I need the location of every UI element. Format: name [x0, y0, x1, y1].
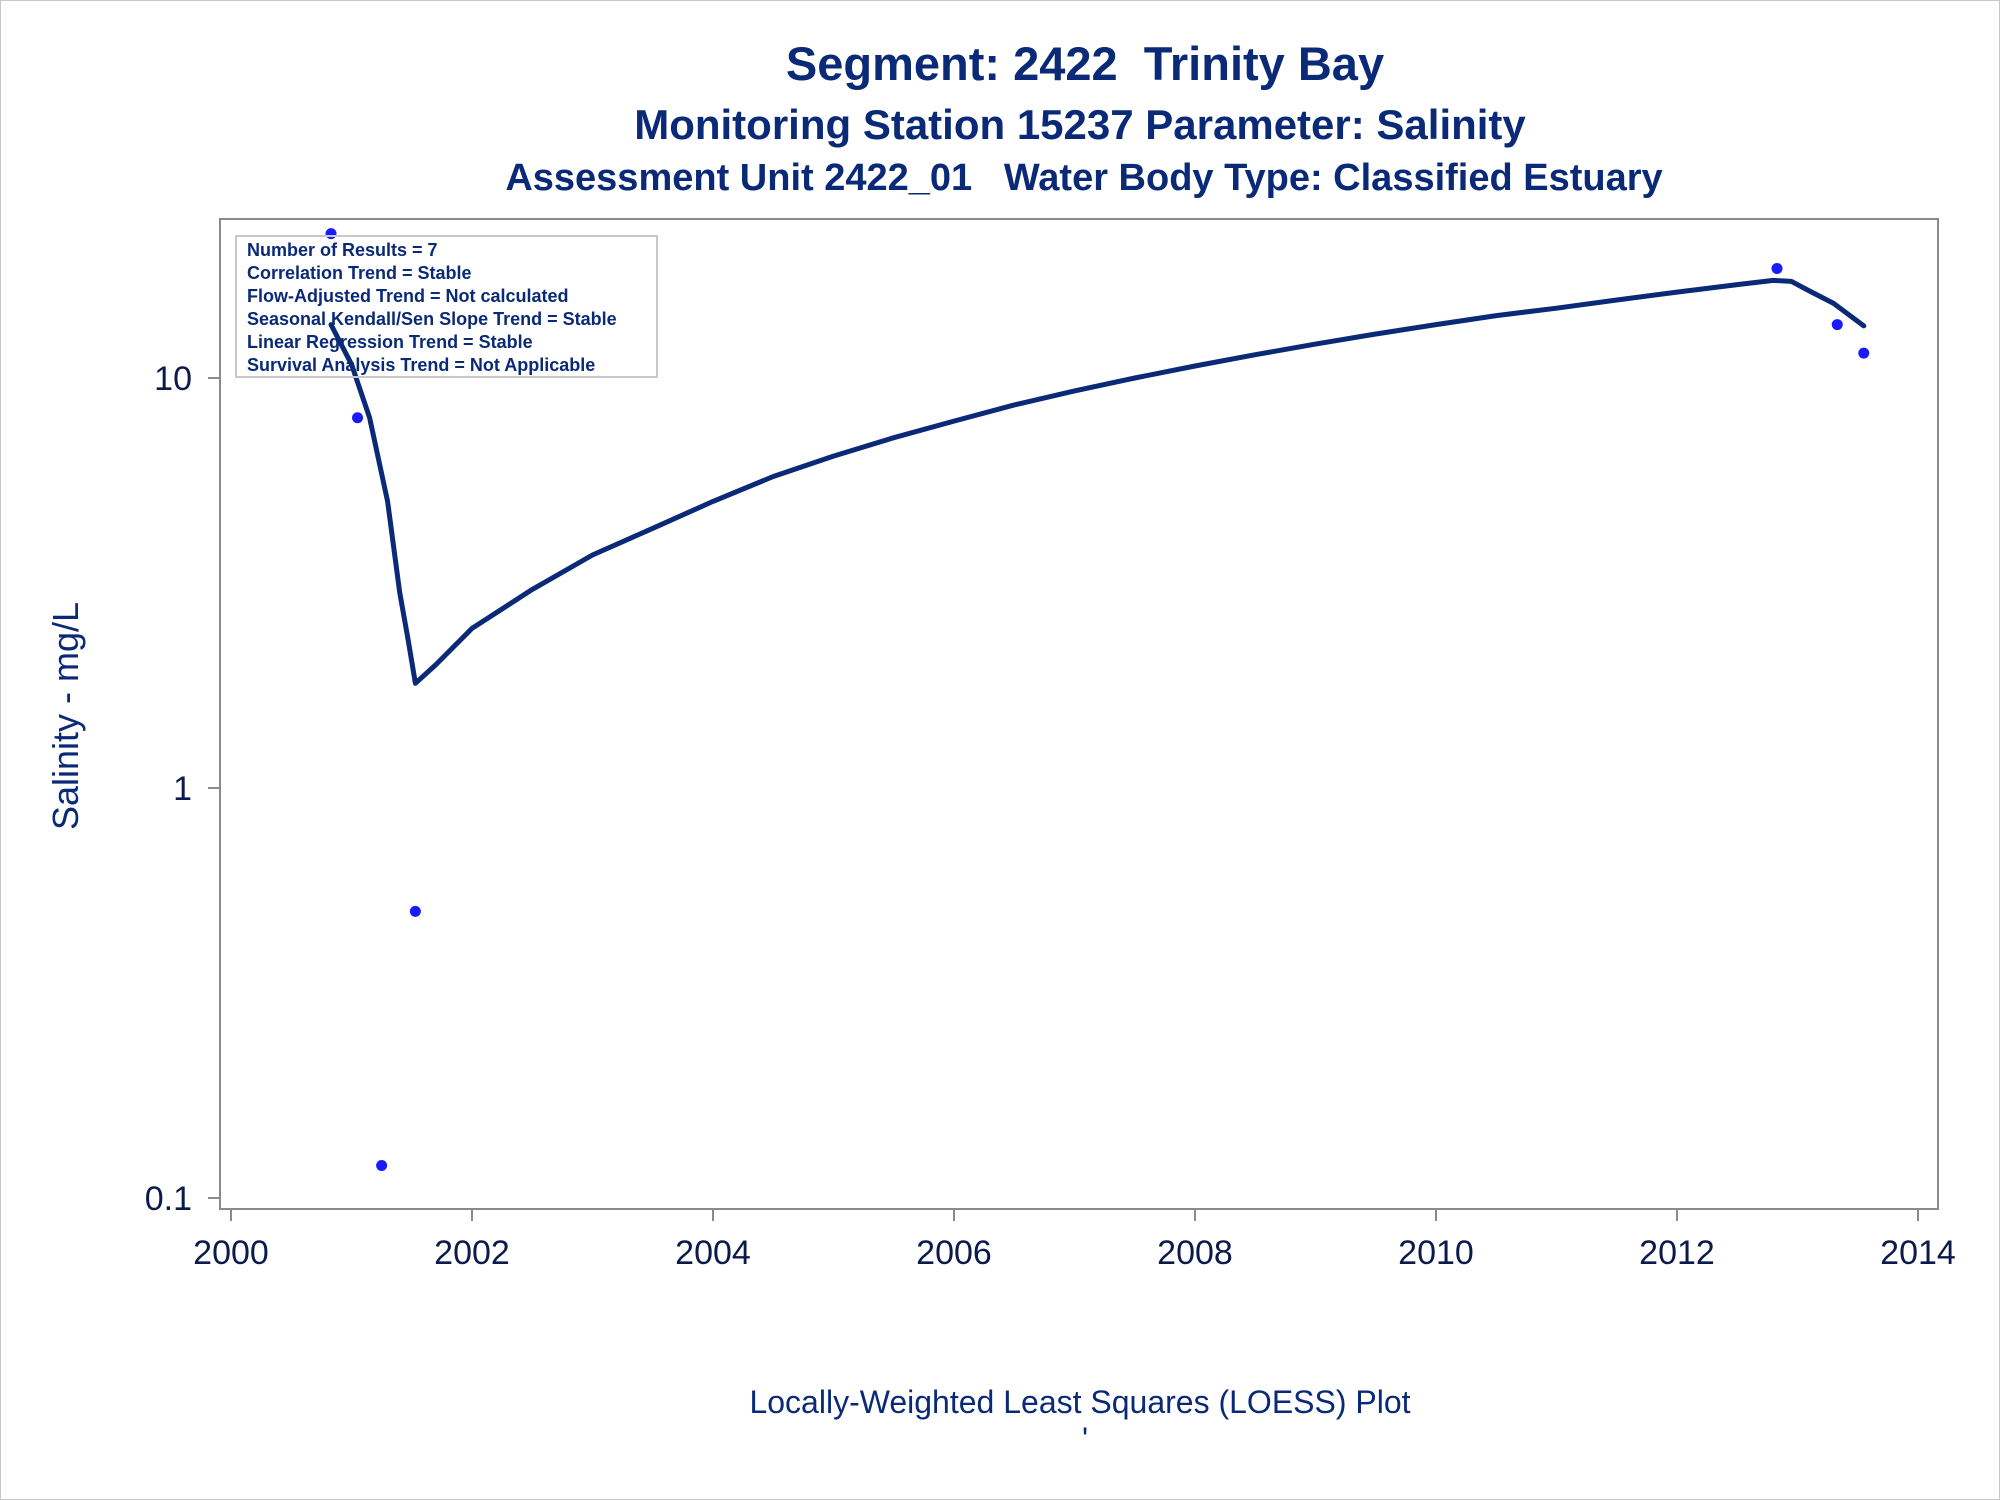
data-point: [1831, 319, 1843, 331]
data-point: [1858, 347, 1870, 359]
chart-subtitle-2: Assessment Unit 2422_01 Water Body Type:…: [505, 157, 1662, 199]
x-tick-label: 2004: [675, 1234, 751, 1272]
stats-line: Flow-Adjusted Trend = Not calculated: [247, 286, 569, 306]
plot-area: [219, 218, 1939, 1210]
x-tick-label: 2012: [1639, 1234, 1715, 1272]
footnote-2: ': [1082, 1421, 1088, 1457]
y-axis: 0.1 1 10: [145, 360, 220, 1218]
data-point: [409, 905, 421, 917]
loess-line: [328, 277, 1867, 686]
data-point: [352, 412, 364, 424]
data-point: [325, 228, 337, 240]
chart-title: Segment: 2422 Trinity Bay: [786, 37, 1384, 90]
stats-line: Number of Results = 7: [247, 240, 438, 260]
chart-subtitle: Monitoring Station 15237 Parameter: Sali…: [634, 101, 1526, 148]
data-point: [376, 1160, 388, 1172]
x-tick-label: 2000: [193, 1234, 269, 1272]
x-tick-label: 2002: [434, 1234, 510, 1272]
stats-box-border: [235, 235, 658, 378]
stats-legend-box: Number of Results = 7 Correlation Trend =…: [235, 235, 658, 378]
stats-line: Correlation Trend = Stable: [247, 263, 472, 283]
x-tick-label: 2008: [1157, 1234, 1233, 1272]
x-tick-label: 2010: [1398, 1234, 1474, 1272]
y-axis-label: Salinity - mg/L: [45, 602, 86, 830]
x-axis: 2000 2002 2004 2006 2008 2010 2012 2014: [193, 1209, 1956, 1272]
y-tick-label: 0.1: [145, 1180, 192, 1218]
data-point: [1771, 262, 1783, 274]
x-tick-label: 2006: [916, 1234, 992, 1272]
stats-line: Survival Analysis Trend = Not Applicable: [247, 355, 595, 375]
series-layer: [325, 228, 1870, 1172]
x-tick-label: 2014: [1880, 1234, 1956, 1272]
stats-line: Linear Regression Trend = Stable: [247, 332, 533, 352]
y-tick-label: 1: [173, 770, 192, 808]
footnote: Locally-Weighted Least Squares (LOESS) P…: [749, 1384, 1410, 1420]
y-tick-label: 10: [154, 360, 192, 398]
stats-line: Seasonal Kendall/Sen Slope Trend = Stabl…: [247, 309, 617, 329]
